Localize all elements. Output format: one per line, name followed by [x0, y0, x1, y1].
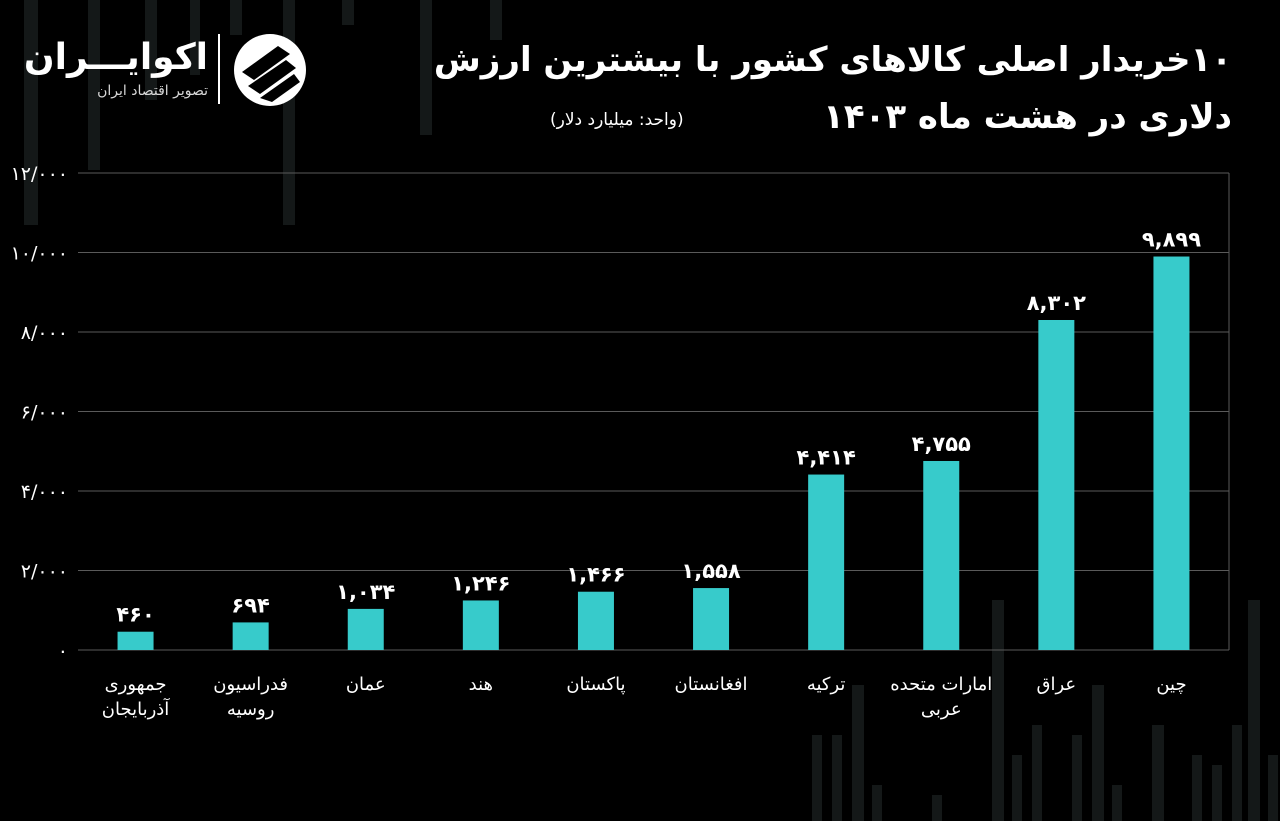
deco-bar-17 [1072, 735, 1082, 821]
y-tick-label: ۱۰/۰۰۰ [11, 243, 68, 265]
chart-title-line2: دلاری در هشت ماه ۱۴۰۳ [823, 97, 1232, 137]
x-tick-label: ترکیه [807, 674, 846, 695]
x-tick-label: عراق [1037, 674, 1077, 695]
logo-name: اکوایـــران [23, 37, 208, 78]
y-tick-label: ۰ [58, 640, 68, 662]
bar [1038, 319, 1075, 650]
deco-bar-19 [1112, 785, 1122, 821]
deco-bar-4 [230, 0, 242, 35]
deco-bar-20 [1152, 725, 1164, 821]
x-tick-label: عمان [346, 674, 386, 695]
swirl-logo-icon [234, 34, 306, 106]
data-label: ۸,۳۰۲ [1027, 291, 1086, 315]
x-tick-label: روسیه [227, 699, 275, 720]
x-tick-label: افغانستان [675, 674, 748, 695]
y-tick-label: ۸/۰۰۰ [21, 322, 68, 344]
deco-bar-23 [1232, 725, 1242, 821]
x-tick-label: فدراسیون [213, 674, 288, 695]
unit-note: (واحد: میلیارد دلار) [550, 110, 684, 130]
x-tick-label: امارات متحده [890, 674, 992, 695]
deco-bar-8 [490, 0, 502, 40]
bar [693, 588, 730, 650]
deco-bar-6 [342, 0, 354, 25]
deco-bar-9 [812, 735, 822, 821]
deco-bar-10 [832, 735, 842, 821]
data-label: ۶۹۴ [231, 593, 270, 617]
y-tick-label: ۴/۰۰۰ [21, 481, 68, 503]
y-tick-label: ۲/۰۰۰ [21, 561, 68, 583]
logo-divider [218, 34, 220, 104]
x-tick-label: چین [1156, 674, 1186, 695]
y-tick-label: ۱۲/۰۰۰ [11, 163, 68, 185]
deco-bar-7 [420, 0, 432, 135]
deco-bar-15 [1012, 755, 1022, 821]
data-label: ۹,۸۹۹ [1142, 228, 1201, 252]
bar [577, 591, 614, 650]
x-tick-label: پاکستان [566, 674, 625, 695]
deco-bar-18 [1092, 685, 1104, 821]
deco-bar-22 [1212, 765, 1222, 821]
y-tick-label: ۶/۰۰۰ [21, 402, 68, 424]
deco-bar-0 [24, 0, 38, 225]
chart-title-line1: ۱۰خریدار اصلی کالاهای کشور با بیشترین ار… [433, 40, 1232, 80]
deco-bar-16 [1032, 725, 1042, 821]
bar [808, 474, 845, 650]
deco-bar-13 [932, 795, 942, 821]
deco-bar-2 [145, 0, 157, 100]
deco-bar-1 [88, 0, 100, 170]
x-tick-label: هند [469, 674, 493, 695]
data-label: ۱,۲۴۶ [451, 571, 510, 595]
x-tick-label: آذربایجان [102, 697, 171, 720]
x-tick-label: جمهوری [105, 674, 167, 695]
logo-text: اکوایـــران تصویر اقتصاد ایران [24, 36, 208, 100]
data-label: ۱,۵۵۸ [681, 559, 740, 583]
deco-bar-14 [992, 600, 1004, 821]
data-label: ۴۶۰ [116, 603, 154, 627]
data-label: ۴,۷۵۵ [912, 432, 971, 456]
data-label: ۱,۰۳۴ [336, 580, 395, 604]
deco-bar-3 [190, 0, 200, 75]
bar [232, 622, 269, 650]
brand-logo: اکوایـــران تصویر اقتصاد ایران [24, 30, 316, 110]
bar [462, 600, 499, 650]
bar [923, 460, 960, 650]
deco-bar-11 [852, 685, 864, 821]
logo-subtitle: تصویر اقتصاد ایران [97, 83, 208, 99]
deco-bar-24 [1248, 600, 1260, 821]
deco-bar-21 [1192, 755, 1202, 821]
x-tick-label: عربی [921, 699, 962, 720]
data-label: ۱,۴۶۶ [566, 563, 625, 587]
data-label: ۴,۴۱۴ [797, 446, 856, 470]
deco-bar-12 [872, 785, 882, 821]
bar [117, 631, 154, 650]
deco-bar-25 [1268, 755, 1278, 821]
bar [1153, 256, 1190, 650]
bar [347, 608, 384, 650]
